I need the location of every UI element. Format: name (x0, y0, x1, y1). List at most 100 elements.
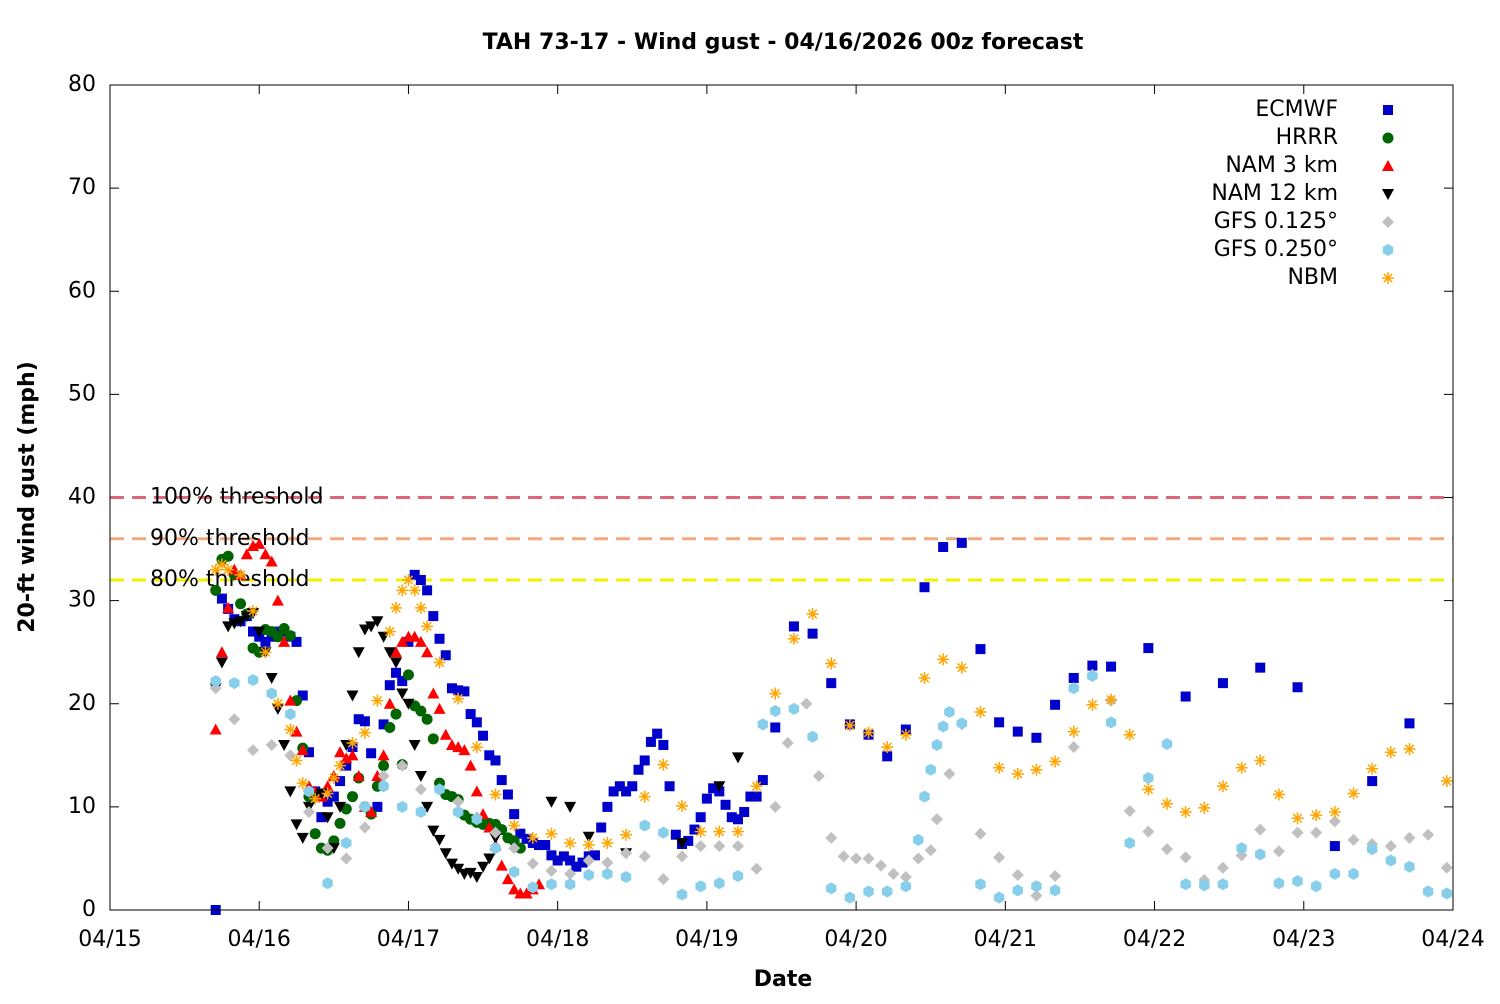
data-point (496, 775, 507, 786)
data-point (521, 833, 532, 844)
data-point (993, 761, 1006, 774)
data-point (1067, 725, 1080, 738)
data-point (1049, 869, 1062, 882)
data-point (483, 821, 496, 833)
data-point (862, 852, 875, 865)
data-point (247, 604, 260, 617)
data-point (956, 537, 967, 548)
data-point (427, 825, 440, 837)
data-point (1348, 867, 1359, 880)
data-point (427, 687, 440, 699)
data-point (658, 740, 669, 750)
data-point (1366, 762, 1379, 775)
data-point (452, 863, 465, 875)
data-point (248, 626, 259, 637)
y-tick-label: 60 (68, 278, 96, 303)
data-point (253, 626, 266, 638)
data-point (415, 806, 427, 819)
data-point (1049, 755, 1062, 768)
data-point (229, 677, 240, 690)
data-point (1291, 826, 1304, 839)
data-point (291, 636, 302, 647)
data-point (564, 867, 577, 880)
data-point (290, 754, 303, 767)
data-point (353, 714, 364, 725)
data-point (489, 826, 502, 839)
data-point (421, 646, 434, 658)
x-tick-label: 04/17 (377, 927, 440, 952)
data-point (346, 690, 359, 702)
data-point (383, 647, 396, 659)
data-point (931, 739, 943, 751)
data-point (433, 702, 446, 714)
x-tick-label: 04/24 (1421, 927, 1484, 952)
data-point (508, 819, 521, 832)
data-point (527, 881, 538, 894)
data-point (620, 871, 632, 883)
data-point (882, 885, 893, 898)
data-point (433, 834, 446, 846)
data-point (371, 616, 384, 628)
data-point (714, 877, 725, 890)
data-point (602, 801, 613, 812)
data-point (390, 601, 403, 614)
data-point (664, 781, 675, 792)
data-point (1067, 741, 1080, 754)
data-point (806, 608, 819, 621)
data-point (545, 827, 558, 840)
legend-marker (1382, 272, 1394, 284)
data-point (1031, 732, 1042, 743)
series-5 (210, 669, 1452, 904)
data-point (520, 887, 533, 899)
data-point (1217, 678, 1228, 689)
data-point (296, 744, 309, 756)
data-point (925, 763, 936, 776)
legend-marker (1382, 160, 1394, 171)
data-point (284, 786, 297, 798)
data-point (689, 824, 700, 835)
data-point (1329, 867, 1341, 880)
data-point (1403, 743, 1416, 756)
data-point (260, 636, 271, 647)
data-point (222, 550, 234, 562)
data-point (272, 631, 284, 643)
series-3 (209, 608, 744, 883)
data-point (464, 867, 477, 879)
data-point (1011, 868, 1024, 881)
data-point (296, 777, 309, 790)
data-point (1328, 815, 1341, 828)
data-point (826, 678, 837, 689)
data-point (975, 878, 986, 891)
data-point (621, 786, 632, 797)
data-point (863, 885, 874, 898)
data-point (924, 844, 937, 857)
data-point (657, 758, 670, 771)
data-point (458, 744, 471, 756)
data-point (1291, 812, 1304, 825)
data-point (366, 748, 377, 759)
data-point (396, 584, 409, 597)
data-point (602, 867, 613, 880)
data-point (402, 574, 415, 586)
data-point (422, 585, 433, 596)
data-point (676, 888, 688, 901)
data-point (937, 720, 949, 733)
data-point (302, 806, 315, 819)
data-point (564, 878, 576, 891)
data-point (757, 775, 768, 786)
data-point (1422, 885, 1434, 898)
data-point (1142, 783, 1155, 796)
data-point (731, 840, 744, 853)
data-point (882, 751, 893, 762)
data-point (265, 555, 278, 567)
data-point (1106, 661, 1117, 672)
data-point (713, 840, 726, 853)
data-point (365, 806, 378, 818)
data-point (340, 752, 353, 764)
data-point (415, 575, 426, 585)
data-point (453, 685, 464, 696)
data-point (1235, 761, 1248, 774)
data-point (701, 793, 712, 804)
data-point (652, 728, 663, 739)
data-point (465, 709, 476, 720)
